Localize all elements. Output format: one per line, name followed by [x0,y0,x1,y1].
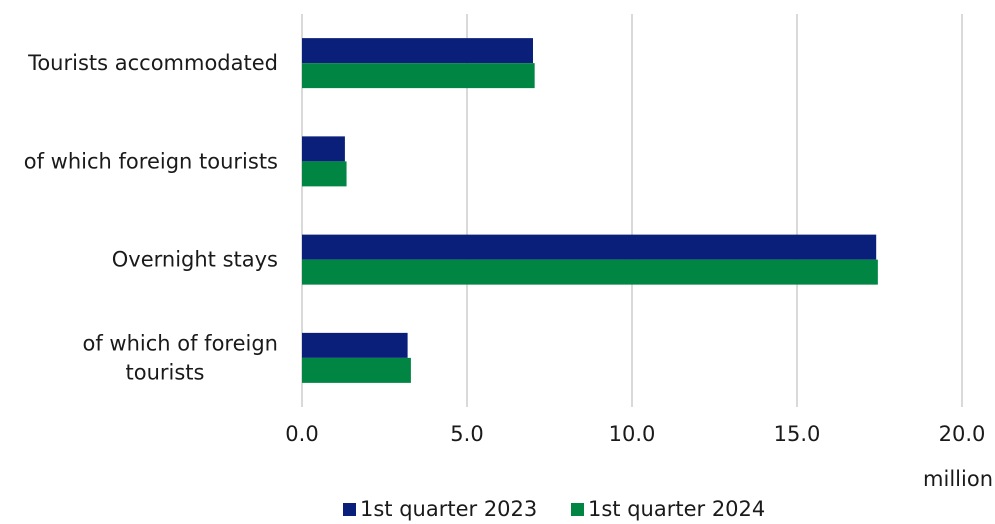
category-labels: Tourists accommodated of which foreign to… [24,51,278,384]
legend-item: 1st quarter 2024 [571,497,765,521]
legend-label: 1st quarter 2023 [360,497,537,521]
bar [302,357,411,383]
unit-label: million [923,467,993,491]
bar [302,63,535,89]
x-tick-labels: 0.0 5.0 10.0 15.0 20.0 [285,422,985,446]
legend-item: 1st quarter 2023 [343,497,537,521]
bar [302,136,345,162]
category-label: Tourists accommodated [27,51,278,75]
bar [302,161,347,187]
x-tick-label: 10.0 [609,422,656,446]
category-label: Overnight stays [112,248,278,272]
x-tick-label: 5.0 [450,422,483,446]
bar [302,259,878,285]
category-label: of which foreign tourists [24,149,278,173]
category-label: of which of foreign [83,331,279,355]
bar [302,38,533,64]
legend-label: 1st quarter 2024 [588,497,765,521]
bar [302,234,877,260]
x-tick-label: 20.0 [939,422,986,446]
category-label: tourists [126,360,205,384]
legend-swatch [343,503,356,516]
legend-swatch [571,503,584,516]
bar [302,332,408,358]
x-tick-label: 15.0 [774,422,821,446]
x-tick-label: 0.0 [285,422,318,446]
legend: 1st quarter 2023 1st quarter 2024 [343,497,765,521]
bars [302,38,878,383]
